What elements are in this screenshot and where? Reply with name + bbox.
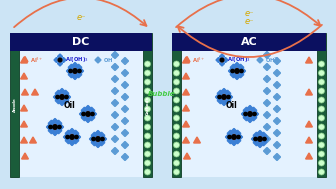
Circle shape <box>73 69 77 73</box>
Polygon shape <box>274 142 281 149</box>
Circle shape <box>248 112 252 116</box>
Polygon shape <box>257 57 263 63</box>
Polygon shape <box>85 111 91 117</box>
Polygon shape <box>32 89 38 95</box>
Polygon shape <box>182 105 190 111</box>
Polygon shape <box>77 68 84 74</box>
Polygon shape <box>55 127 62 134</box>
Polygon shape <box>263 75 270 83</box>
Circle shape <box>173 88 179 94</box>
Polygon shape <box>68 64 75 70</box>
Polygon shape <box>234 68 240 74</box>
Polygon shape <box>62 90 69 97</box>
Circle shape <box>144 97 151 103</box>
Circle shape <box>144 124 151 130</box>
Circle shape <box>258 137 262 141</box>
Polygon shape <box>122 57 128 64</box>
Polygon shape <box>231 139 237 146</box>
Polygon shape <box>239 68 246 74</box>
Polygon shape <box>20 137 28 143</box>
Circle shape <box>319 133 325 139</box>
Polygon shape <box>224 98 231 104</box>
Polygon shape <box>231 129 237 135</box>
Polygon shape <box>122 129 128 136</box>
Bar <box>10 33 152 51</box>
Polygon shape <box>306 57 312 63</box>
Polygon shape <box>98 139 105 146</box>
Polygon shape <box>260 132 267 139</box>
Circle shape <box>173 124 179 130</box>
Polygon shape <box>262 136 268 142</box>
Polygon shape <box>90 111 96 117</box>
Text: DC: DC <box>72 37 90 47</box>
Polygon shape <box>81 115 88 121</box>
Circle shape <box>319 79 325 85</box>
Polygon shape <box>263 99 270 106</box>
Polygon shape <box>228 68 235 74</box>
Circle shape <box>237 135 240 139</box>
Circle shape <box>319 151 325 157</box>
Polygon shape <box>58 58 62 62</box>
Polygon shape <box>112 123 119 130</box>
Polygon shape <box>68 71 75 78</box>
Circle shape <box>65 95 68 99</box>
Circle shape <box>227 95 230 99</box>
Circle shape <box>173 169 179 175</box>
Polygon shape <box>274 129 281 136</box>
Circle shape <box>144 133 151 139</box>
Polygon shape <box>274 94 281 101</box>
Polygon shape <box>231 134 237 140</box>
Polygon shape <box>122 118 128 125</box>
Circle shape <box>254 137 257 141</box>
Circle shape <box>92 137 95 141</box>
Polygon shape <box>230 71 237 78</box>
Polygon shape <box>252 111 258 117</box>
Circle shape <box>173 79 179 85</box>
Bar <box>172 33 326 177</box>
Polygon shape <box>122 142 128 149</box>
Circle shape <box>60 95 64 99</box>
Circle shape <box>56 95 59 99</box>
Bar <box>317 33 326 177</box>
Polygon shape <box>72 68 78 74</box>
Polygon shape <box>221 99 227 105</box>
Polygon shape <box>122 105 128 112</box>
Bar <box>172 33 181 177</box>
Polygon shape <box>238 64 244 70</box>
Polygon shape <box>230 64 237 70</box>
Polygon shape <box>98 132 105 139</box>
Polygon shape <box>274 81 281 88</box>
Circle shape <box>144 115 151 121</box>
Circle shape <box>319 61 325 67</box>
Polygon shape <box>194 137 200 143</box>
Polygon shape <box>69 134 75 140</box>
Text: Al(OH)$_3$: Al(OH)$_3$ <box>65 56 89 64</box>
Circle shape <box>86 112 90 116</box>
Polygon shape <box>263 147 270 154</box>
Polygon shape <box>219 61 224 66</box>
Polygon shape <box>243 107 250 114</box>
Circle shape <box>228 135 231 139</box>
Polygon shape <box>52 129 58 136</box>
Polygon shape <box>100 136 107 142</box>
Circle shape <box>253 112 256 116</box>
Text: e⁻: e⁻ <box>244 16 254 26</box>
Circle shape <box>144 88 151 94</box>
Polygon shape <box>183 153 191 159</box>
Polygon shape <box>20 105 28 111</box>
Circle shape <box>218 95 221 99</box>
Polygon shape <box>53 94 60 100</box>
Bar <box>10 33 152 177</box>
Polygon shape <box>52 124 58 130</box>
Polygon shape <box>112 99 119 106</box>
Polygon shape <box>260 139 267 146</box>
Polygon shape <box>67 68 73 74</box>
Polygon shape <box>48 127 54 134</box>
Polygon shape <box>234 62 240 69</box>
Polygon shape <box>234 73 240 80</box>
Polygon shape <box>225 134 232 140</box>
Polygon shape <box>263 64 270 70</box>
Polygon shape <box>226 94 233 100</box>
Polygon shape <box>95 57 101 63</box>
